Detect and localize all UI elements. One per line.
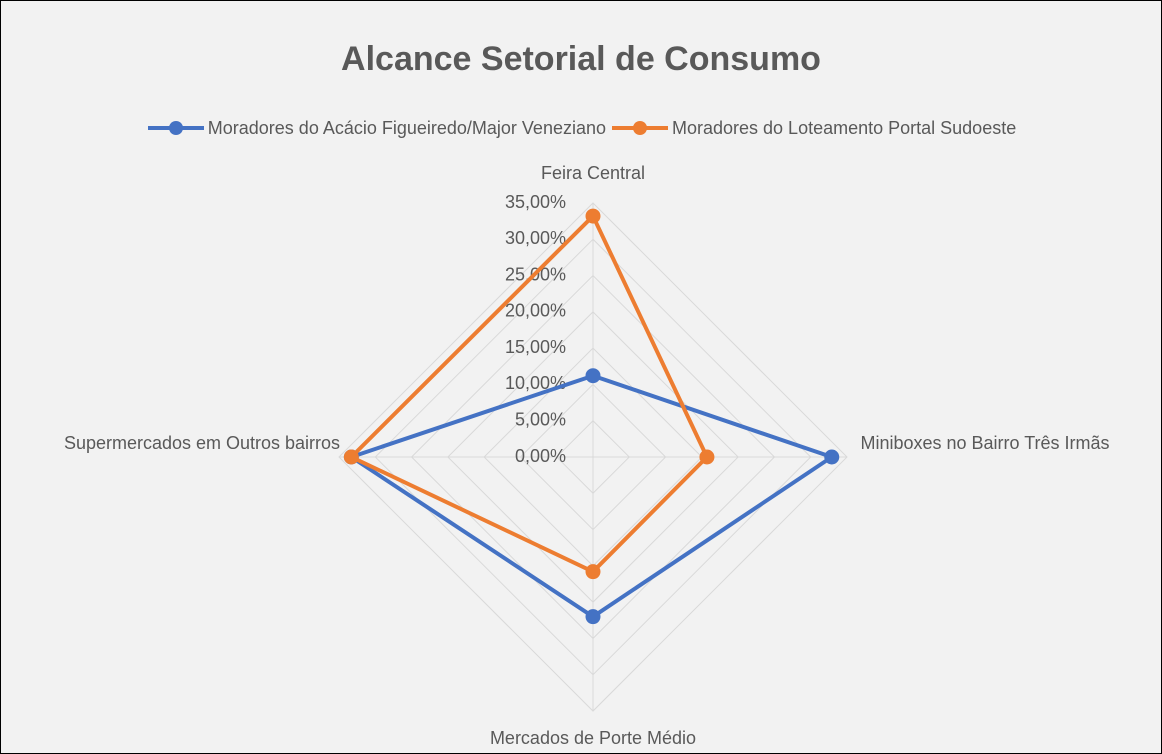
data-point (585, 564, 601, 580)
legend-item: Moradores do Loteamento Portal Sudoeste (610, 116, 1016, 140)
data-point (824, 449, 840, 465)
legend-label: Moradores do Acácio Figueiredo/Major Ven… (207, 117, 606, 138)
y-tick-label: 0,00% (515, 446, 566, 466)
category-label: Mercados de Porte Médio (489, 728, 697, 748)
data-point (585, 368, 601, 384)
series-line (349, 373, 834, 619)
y-tick-label: 30,00% (505, 228, 566, 248)
category-label: Feira Central (540, 163, 646, 183)
data-point (343, 449, 359, 465)
legend: Moradores do Acácio Figueiredo/Major Ven… (0, 116, 1162, 140)
y-tick-label: 10,00% (505, 373, 566, 393)
category-label: Supermercados em Outros bairros (63, 433, 341, 453)
legend-swatch (147, 121, 204, 135)
data-point (699, 449, 715, 465)
legend-swatch (612, 121, 668, 135)
y-tick-label: 20,00% (505, 301, 566, 321)
data-point (585, 609, 601, 625)
chart-title: Alcance Setorial de Consumo (341, 40, 821, 78)
legend-item: Moradores do Acácio Figueiredo/Major Ven… (146, 116, 606, 140)
category-label: Miniboxes no Bairro Três Irmãs (860, 433, 1110, 453)
y-tick-label: 35,00% (505, 192, 566, 212)
y-tick-label: 5,00% (515, 409, 566, 429)
y-tick-label: 15,00% (505, 337, 566, 357)
legend-label: Moradores do Loteamento Portal Sudoeste (672, 117, 1017, 138)
data-point (585, 208, 601, 224)
